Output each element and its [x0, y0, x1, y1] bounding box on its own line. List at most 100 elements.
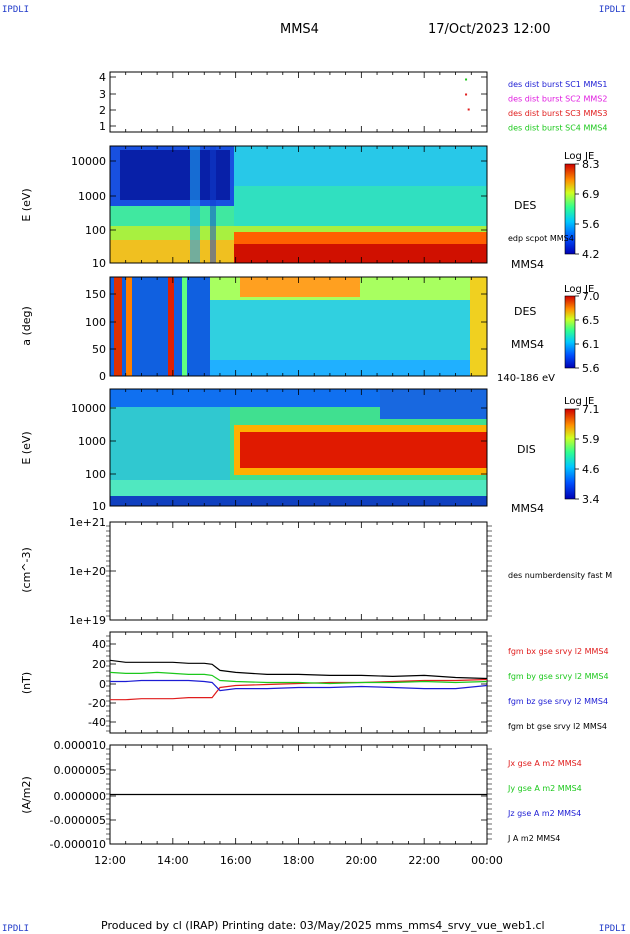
- burst-legend-entry: des dist burst SC1 MMS1: [508, 80, 607, 89]
- corner-label-bottom-left: IPDLI: [2, 924, 30, 934]
- corner-label-bottom-right: IPDLI: [598, 924, 626, 934]
- y-tick-label: 1e+21: [69, 516, 106, 529]
- colorbar-tick-label: 5.9: [582, 433, 600, 446]
- colorbar-tick-label: 7.1: [582, 403, 600, 416]
- y-tick-label: -20: [88, 697, 106, 710]
- burst-legend-entry: des dist burst SC2 MMS2: [508, 95, 607, 104]
- des-energy-sublabel: edp scpot MMS4: [508, 234, 574, 243]
- corner-label-top-right: IPDLI: [598, 5, 626, 15]
- bfield-series-line: [110, 678, 487, 701]
- des-pitch-label: DES: [514, 305, 536, 318]
- time-tick-label: 18:00: [283, 854, 315, 867]
- colorbar-tick-label: 4.6: [582, 463, 600, 476]
- burst-legend-entry: des dist burst SC4 MMS4: [508, 124, 607, 133]
- des-energy-cbar-title: Log JE: [564, 151, 594, 162]
- bfield-legend-entry: fgm by gse srvy l2 MMS4: [508, 672, 609, 681]
- colorbar-tick-label: 4.2: [582, 248, 600, 261]
- bfield-ylabel: (nT): [20, 672, 33, 694]
- y-tick-label: 10000: [71, 155, 106, 168]
- y-tick-label: 150: [85, 288, 106, 301]
- panel-ticks: 4321100001000100101501005001000010001001…: [50, 71, 503, 867]
- y-tick-label: 0: [99, 370, 106, 383]
- time-tick-label: 12:00: [94, 854, 126, 867]
- des-pitch-colorbar: [564, 295, 576, 369]
- y-tick-label: 10: [92, 500, 106, 513]
- des-energy-sc: MMS4: [511, 258, 544, 271]
- y-tick-label: 100: [85, 224, 106, 237]
- burst-markers: [465, 78, 470, 111]
- des-energy-spectrogram: [110, 146, 487, 263]
- colorbar-tick-label: 6.1: [582, 338, 600, 351]
- y-tick-label: 1: [99, 120, 106, 133]
- y-tick-label: 4: [99, 71, 106, 84]
- des-energy-label: DES: [514, 199, 536, 212]
- colorbar-tick-label: 8.3: [582, 158, 600, 171]
- y-tick-label: 1000: [78, 190, 106, 203]
- y-tick-label: 1e+19: [69, 614, 106, 627]
- footer-text: Produced by cl (IRAP) Printing date: 03/…: [101, 919, 545, 932]
- dis-energy-colorbar: [564, 408, 576, 500]
- time-tick-label: 22:00: [408, 854, 440, 867]
- y-tick-label: 100: [85, 468, 106, 481]
- colorbar-tick-label: 7.0: [582, 290, 600, 303]
- bfield-legend-entry: fgm bz gse srvy l2 MMS4: [508, 697, 608, 706]
- des-pitch-sc: MMS4: [511, 338, 544, 351]
- y-tick-label: -0.000005: [50, 814, 106, 827]
- density-ylabel: (cm^-3): [20, 547, 33, 593]
- dis-energy-label: DIS: [517, 443, 536, 456]
- current-legend-entry: Jx gse A m2 MMS4: [507, 759, 582, 768]
- current-ylabel: (A/m2): [20, 776, 33, 814]
- bfield-legend-entry: fgm bt gse srvy l2 MMS4: [508, 722, 607, 731]
- y-tick-label: -40: [88, 716, 106, 729]
- dis-energy-cbar-title: Log JE: [564, 396, 594, 407]
- burst-legend-entry: des dist burst SC3 MMS3: [508, 109, 607, 118]
- y-tick-label: 1e+20: [69, 565, 106, 578]
- des-pitch-spectrogram: [110, 277, 487, 376]
- current-legend-entry: Jz gse A m2 MMS4: [507, 809, 581, 818]
- dis-energy-spectrogram: [110, 389, 487, 506]
- time-tick-label: 14:00: [157, 854, 189, 867]
- colorbar-tick-label: 6.9: [582, 188, 600, 201]
- bfield-series-line: [110, 679, 487, 692]
- burst-marker: [465, 78, 468, 81]
- time-tick-label: 20:00: [345, 854, 377, 867]
- legends: des dist burst SC1 MMS1 des dist burst SC…: [507, 80, 609, 843]
- bfield-series-line: [110, 659, 487, 680]
- y-tick-label: 20: [92, 658, 106, 671]
- dis-energy-ylabel: E (eV): [20, 431, 33, 464]
- current-legend-entry: J A m2 MMS4: [507, 834, 560, 843]
- colorbar-tick-label: 3.4: [582, 493, 600, 506]
- des-pitch-cbar-title: Log JE: [564, 284, 594, 295]
- panel-frame-density: [109, 521, 488, 621]
- y-tick-label: 10000: [71, 402, 106, 415]
- density-legend: des numberdensity fast M: [508, 571, 612, 580]
- y-tick-label: 40: [92, 638, 106, 651]
- colorbar-tick-label: 6.5: [582, 314, 600, 327]
- current-legend-entry: Jy gse A m2 MMS4: [507, 784, 582, 793]
- bfield-series-line: [110, 671, 487, 685]
- des-pitch-energy-range: 140-186 eV: [497, 373, 555, 384]
- y-tick-label: 100: [85, 316, 106, 329]
- colorbar-tick-label: 5.6: [582, 362, 600, 375]
- colorbar-labels: 8.3 6.9 5.6 4.2 7.0 6.5 6.1 5.6 7.1 5.9 4.6 3.4: [575, 158, 600, 506]
- corner-label-top-left: IPDLI: [2, 5, 30, 15]
- y-tick-label: 0.000005: [54, 764, 107, 777]
- burst-marker: [465, 93, 468, 96]
- spacecraft-title: MMS4: [280, 22, 319, 37]
- des-energy-colorbar: [564, 163, 576, 255]
- colorbar-tick-label: 5.6: [582, 218, 600, 231]
- burst-marker: [467, 108, 470, 111]
- y-tick-label: 0: [99, 678, 106, 691]
- y-tick-label: 0.000000: [54, 790, 107, 803]
- dis-energy-sc: MMS4: [511, 502, 544, 515]
- y-tick-label: 1000: [78, 435, 106, 448]
- des-energy-ylabel: E (eV): [20, 188, 33, 221]
- des-pitch-ylabel: a (deg): [20, 306, 33, 346]
- y-tick-label: 3: [99, 88, 106, 101]
- bfield-legend-entry: fgm bx gse srvy l2 MMS4: [508, 647, 609, 656]
- time-tick-label: 00:00: [471, 854, 503, 867]
- y-tick-label: 2: [99, 104, 106, 117]
- panel-frame-burst: [109, 71, 488, 133]
- b-field-lines: [110, 659, 487, 701]
